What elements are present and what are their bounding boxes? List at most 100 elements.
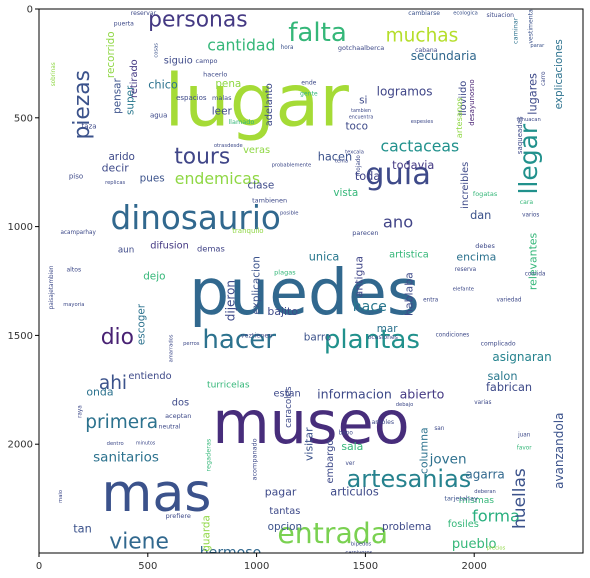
word-encima: encima xyxy=(456,251,496,264)
word-amarrados: amarrados xyxy=(169,334,175,362)
word-visitar: visitar xyxy=(302,427,315,461)
word-secundaria: secundaria xyxy=(411,49,477,63)
word-lloviido: lloviido xyxy=(458,81,469,116)
word-guia: guia xyxy=(365,157,431,192)
word-escoger: escoger xyxy=(135,303,147,345)
word-joven: joven xyxy=(429,451,467,467)
word-leer: leer xyxy=(212,105,233,117)
y-tick-label: 1000 xyxy=(8,222,33,233)
word-muchas: muchas xyxy=(386,26,459,47)
word-personas: personas xyxy=(148,7,247,32)
word-sala: sala xyxy=(341,440,363,453)
word-texcala: texcala xyxy=(345,150,364,156)
word-reserva: reserva xyxy=(455,267,476,273)
word-puedes: puedes xyxy=(189,255,420,329)
word-veztienen: veztienen xyxy=(241,331,273,339)
word-comida: comida xyxy=(525,271,546,277)
word-demas: demas xyxy=(197,243,225,253)
word-tantas: tantas xyxy=(269,506,300,517)
word-hace: hace xyxy=(353,299,387,315)
word-llegar: llegar xyxy=(514,123,543,194)
word-ecologica: ecologica xyxy=(453,10,478,16)
word-saqueadas: saqueadas xyxy=(516,116,524,154)
word-articulos: articulos xyxy=(330,486,379,499)
word-carnivoros: carnivoros xyxy=(345,550,372,556)
word-dan: dan xyxy=(470,209,491,222)
word-tehuacan: tehuacan xyxy=(516,117,540,123)
word-entra: entra xyxy=(423,298,438,304)
word-falta: falta xyxy=(288,18,347,48)
word-variedad: variedad xyxy=(497,298,522,304)
word-decir: decir xyxy=(102,161,130,174)
plot-frame xyxy=(38,8,584,554)
word-tambien: tambien xyxy=(351,108,371,114)
word-plantas: plantas xyxy=(324,325,420,355)
word-hablaba: hablaba xyxy=(402,272,415,316)
word-sobrinas: sobrinas xyxy=(51,62,57,86)
word-tambienen: tambienen xyxy=(252,196,287,204)
word-ahi: ahi xyxy=(99,373,127,394)
word-dio: dio xyxy=(101,325,134,350)
word-hacer: hacer xyxy=(202,325,276,355)
word-dijeron: dijeron xyxy=(223,280,237,321)
word-san: san xyxy=(434,426,444,432)
word-acamparhay: acamparhay xyxy=(60,230,96,236)
word-abierto: abierto xyxy=(400,387,445,402)
word-arboles: arboles xyxy=(372,419,394,426)
word-entrada: entrada xyxy=(277,517,388,550)
word-altos: altos xyxy=(66,267,81,274)
word-precios: precios xyxy=(487,546,506,552)
word-guarda: guarda xyxy=(201,515,213,552)
word-varios: varios xyxy=(522,213,539,219)
word-super: super xyxy=(124,85,136,115)
word-sanitarios: sanitarios xyxy=(93,449,159,465)
word-ende: ende xyxy=(301,79,316,86)
word-neutral: neutral xyxy=(159,423,181,430)
x-tick-label: 500 xyxy=(138,561,157,572)
word-mar: mar xyxy=(377,323,398,335)
word-chico: chico xyxy=(148,79,178,92)
word-desayunosno: desayunosno xyxy=(468,79,476,125)
word-embargo: embargo xyxy=(325,440,336,484)
word-antigua: antigua xyxy=(352,256,365,297)
word-onda: onda xyxy=(86,385,113,398)
word-columna: columna xyxy=(418,427,431,474)
word-elefante: elefante xyxy=(453,287,474,293)
word-primera: primera xyxy=(85,412,158,433)
word-cambiarse: cambiarse xyxy=(408,10,440,17)
word-opcion: opcion xyxy=(268,521,303,533)
word-pequeno: pequeno xyxy=(65,568,86,573)
word-informacion: informacion xyxy=(317,387,392,402)
word-forma: forma xyxy=(472,507,520,526)
word-complicado: complicado xyxy=(481,341,516,348)
word-probablemente: probablemente xyxy=(272,163,312,169)
word-lugar: lugar xyxy=(164,58,349,142)
word-adelanto: adelanto xyxy=(264,83,275,126)
word-elaboran: elaboran xyxy=(86,562,132,574)
word-turricelas: turricelas xyxy=(207,380,250,390)
y-axis: 0 500 1000 1500 2000 xyxy=(8,5,39,451)
word-caracoles: caracoles xyxy=(284,386,294,428)
word-minutos: minutos xyxy=(136,441,156,447)
y-tick-label: 500 xyxy=(14,113,33,124)
word-dejo: dejo xyxy=(143,271,165,283)
word-asignaran: asignaran xyxy=(492,350,551,364)
word-acceso: acceso xyxy=(67,557,85,563)
word-mayoria: mayoria xyxy=(63,302,84,308)
word-cabana: cabana xyxy=(415,47,438,54)
word-deberan: deberan xyxy=(474,489,496,495)
word-unica: unica xyxy=(309,251,340,264)
word-mas: mas xyxy=(101,464,211,524)
word-bajito: bajito xyxy=(267,305,298,318)
word-piso: piso xyxy=(69,173,83,181)
word-regaderas: regaderas xyxy=(205,438,213,471)
word-todavia: todavia xyxy=(392,159,434,172)
word-pagar: pagar xyxy=(265,486,297,499)
word-vestimenta: vestimenta xyxy=(527,9,534,44)
word-dinosaurio: dinosaurio xyxy=(111,199,281,237)
word-juan: juan xyxy=(517,432,531,438)
word-debajo: debajo xyxy=(396,402,414,408)
word-fabrican: fabrican xyxy=(486,381,532,394)
word-escucharlo: escucharlo xyxy=(188,564,247,577)
word-veras: veras xyxy=(243,145,270,156)
